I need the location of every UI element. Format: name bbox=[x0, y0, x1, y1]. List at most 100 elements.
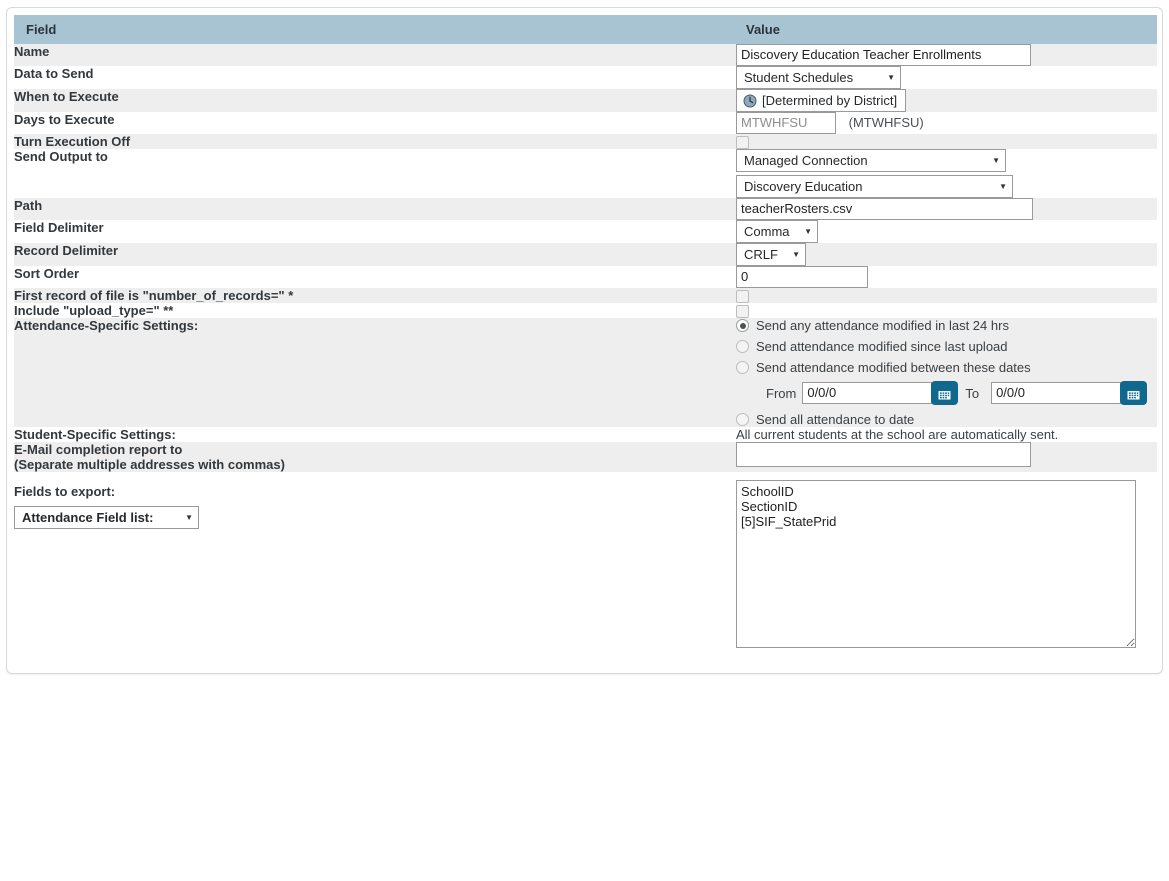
column-header-field: Field bbox=[14, 15, 736, 44]
attendance-option-between-dates[interactable]: Send attendance modified between these d… bbox=[736, 360, 1157, 375]
table-row-fields-to-export: Fields to export: Attendance Field list:… bbox=[14, 472, 1157, 652]
field-label-name: Name bbox=[14, 44, 736, 66]
email-report-input[interactable] bbox=[736, 442, 1031, 468]
field-label-when-to-execute: When to Execute bbox=[14, 89, 736, 112]
turn-execution-off-checkbox[interactable] bbox=[736, 136, 749, 150]
table-header: Field Value bbox=[14, 15, 1157, 44]
when-to-execute-value: [Determined by District] bbox=[762, 93, 898, 108]
value-cell-sort-order bbox=[736, 266, 1157, 289]
field-label-send-output-to: Send Output to bbox=[14, 149, 736, 199]
to-calendar-button[interactable] bbox=[1120, 381, 1148, 406]
clock-icon bbox=[743, 94, 757, 108]
chevron-down-icon: ▼ bbox=[792, 249, 800, 259]
field-list-select[interactable]: Attendance Field list: ▼ bbox=[14, 506, 199, 530]
radio-all-to-date[interactable] bbox=[736, 413, 749, 427]
value-cell-email-report bbox=[736, 442, 1157, 473]
table-row-path: Path bbox=[14, 198, 1157, 221]
column-header-value: Value bbox=[736, 15, 1157, 44]
attendance-option-label: Send any attendance modified in last 24 … bbox=[756, 318, 1009, 334]
value-cell-attendance-settings: Send any attendance modified in last 24 … bbox=[736, 318, 1157, 428]
table-row-send-output-to: Send Output to Managed Connection ▼ Disc… bbox=[14, 149, 1157, 199]
record-delimiter-select-value: CRLF bbox=[744, 247, 778, 263]
table-row-attendance-settings: Attendance-Specific Settings: Send any a… bbox=[14, 318, 1157, 428]
field-delimiter-select[interactable]: Comma ▼ bbox=[736, 220, 818, 244]
student-settings-text: All current students at the school are a… bbox=[736, 427, 1059, 443]
value-cell-turn-execution-off bbox=[736, 134, 1157, 150]
page-container: Field Value Name Data to Send bbox=[6, 7, 1163, 675]
fields-to-export-textarea[interactable]: SchoolID SectionID [5]SIF_StatePrid bbox=[736, 480, 1136, 649]
value-cell-name bbox=[736, 44, 1157, 66]
table-row-email-report: E-Mail completion report to (Separate mu… bbox=[14, 442, 1157, 473]
calendar-icon bbox=[1127, 388, 1140, 400]
value-cell-data-to-send: Student Schedules ▼ bbox=[736, 66, 1157, 89]
from-date-input[interactable] bbox=[802, 382, 933, 405]
name-input[interactable] bbox=[736, 44, 1031, 66]
from-calendar-button[interactable] bbox=[931, 381, 959, 406]
table-row-when-to-execute: When to Execute [Determined by District] bbox=[14, 89, 1157, 112]
table-row-field-delimiter: Field Delimiter Comma ▼ bbox=[14, 220, 1157, 244]
attendance-option-label: Send attendance modified since last uplo… bbox=[756, 339, 1008, 355]
email-report-label-line2: (Separate multiple addresses with commas… bbox=[14, 457, 285, 473]
integration-settings-panel: Field Value Name Data to Send bbox=[6, 7, 1163, 675]
value-cell-field-delimiter: Comma ▼ bbox=[736, 220, 1157, 244]
email-report-label-line1: E-Mail completion report to bbox=[14, 442, 183, 458]
attendance-option-all-to-date[interactable]: Send all attendance to date bbox=[736, 412, 1157, 427]
field-label-data-to-send: Data to Send bbox=[14, 66, 736, 89]
field-label-field-delimiter: Field Delimiter bbox=[14, 220, 736, 244]
field-label-fields-to-export: Fields to export: Attendance Field list:… bbox=[14, 472, 736, 652]
table-row-upload-type: Include "upload_type=" ** bbox=[14, 303, 1157, 319]
attendance-option-since-last-upload[interactable]: Send attendance modified since last uplo… bbox=[736, 339, 1157, 354]
sort-order-input[interactable] bbox=[736, 266, 868, 289]
radio-between-dates[interactable] bbox=[736, 361, 749, 375]
field-label-email-report: E-Mail completion report to (Separate mu… bbox=[14, 442, 736, 473]
data-to-send-select[interactable]: Student Schedules ▼ bbox=[736, 66, 901, 89]
record-delimiter-select[interactable]: CRLF ▼ bbox=[736, 243, 806, 267]
when-to-execute-button[interactable]: [Determined by District] bbox=[736, 89, 907, 112]
radio-last-24-hrs[interactable] bbox=[736, 319, 749, 333]
table-row-name: Name bbox=[14, 44, 1157, 66]
table-row-turn-execution-off: Turn Execution Off bbox=[14, 134, 1157, 150]
to-label: To bbox=[965, 385, 980, 401]
field-label-turn-execution-off: Turn Execution Off bbox=[14, 134, 736, 150]
chevron-down-icon: ▼ bbox=[804, 226, 812, 236]
field-label-upload-type: Include "upload_type=" ** bbox=[14, 303, 736, 319]
value-cell-days-to-execute: (MTWHFSU) bbox=[736, 112, 1157, 134]
value-cell-send-output-to: Managed Connection ▼ Discovery Education… bbox=[736, 149, 1157, 199]
attendance-date-range: From bbox=[766, 381, 1157, 406]
attendance-option-label: Send all attendance to date bbox=[756, 412, 915, 428]
table-row-data-to-send: Data to Send Student Schedules ▼ bbox=[14, 66, 1157, 89]
data-to-send-select-value: Student Schedules bbox=[744, 70, 854, 85]
field-label-days-to-execute: Days to Execute bbox=[14, 112, 736, 134]
value-cell-when-to-execute: [Determined by District] bbox=[736, 89, 1157, 112]
table-row-number-of-records: First record of file is "number_of_recor… bbox=[14, 288, 1157, 304]
radio-since-last-upload[interactable] bbox=[736, 340, 749, 354]
upload-type-checkbox[interactable] bbox=[736, 305, 749, 319]
field-label-sort-order: Sort Order bbox=[14, 266, 736, 289]
fields-to-export-label: Fields to export: bbox=[14, 484, 116, 500]
value-cell-upload-type bbox=[736, 303, 1157, 319]
table-row-sort-order: Sort Order bbox=[14, 266, 1157, 289]
send-output-to-select[interactable]: Managed Connection ▼ bbox=[736, 149, 1006, 173]
field-label-attendance-settings: Attendance-Specific Settings: bbox=[14, 318, 736, 428]
connection-select[interactable]: Discovery Education ▼ bbox=[736, 175, 1013, 199]
value-cell-path bbox=[736, 198, 1157, 221]
value-cell-record-delimiter: CRLF ▼ bbox=[736, 243, 1157, 267]
table-row-record-delimiter: Record Delimiter CRLF ▼ bbox=[14, 243, 1157, 267]
to-date-input[interactable] bbox=[991, 382, 1122, 405]
attendance-option-last-24-hrs[interactable]: Send any attendance modified in last 24 … bbox=[736, 318, 1157, 333]
field-label-path: Path bbox=[14, 198, 736, 221]
days-to-execute-hint: (MTWHFSU) bbox=[848, 115, 924, 130]
field-list-select-value: Attendance Field list: bbox=[22, 510, 154, 526]
field-label-record-delimiter: Record Delimiter bbox=[14, 243, 736, 267]
number-of-records-checkbox[interactable] bbox=[736, 290, 749, 304]
field-label-number-of-records: First record of file is "number_of_recor… bbox=[14, 288, 736, 304]
path-input[interactable] bbox=[736, 198, 1033, 221]
days-to-execute-input[interactable] bbox=[736, 112, 836, 134]
send-output-to-select-value: Managed Connection bbox=[744, 153, 868, 169]
calendar-icon bbox=[938, 388, 951, 400]
from-label: From bbox=[766, 385, 797, 401]
value-cell-student-settings: All current students at the school are a… bbox=[736, 427, 1157, 443]
field-label-student-settings: Student-Specific Settings: bbox=[14, 427, 736, 443]
chevron-down-icon: ▼ bbox=[887, 72, 895, 82]
attendance-option-label: Send attendance modified between these d… bbox=[756, 360, 1031, 376]
